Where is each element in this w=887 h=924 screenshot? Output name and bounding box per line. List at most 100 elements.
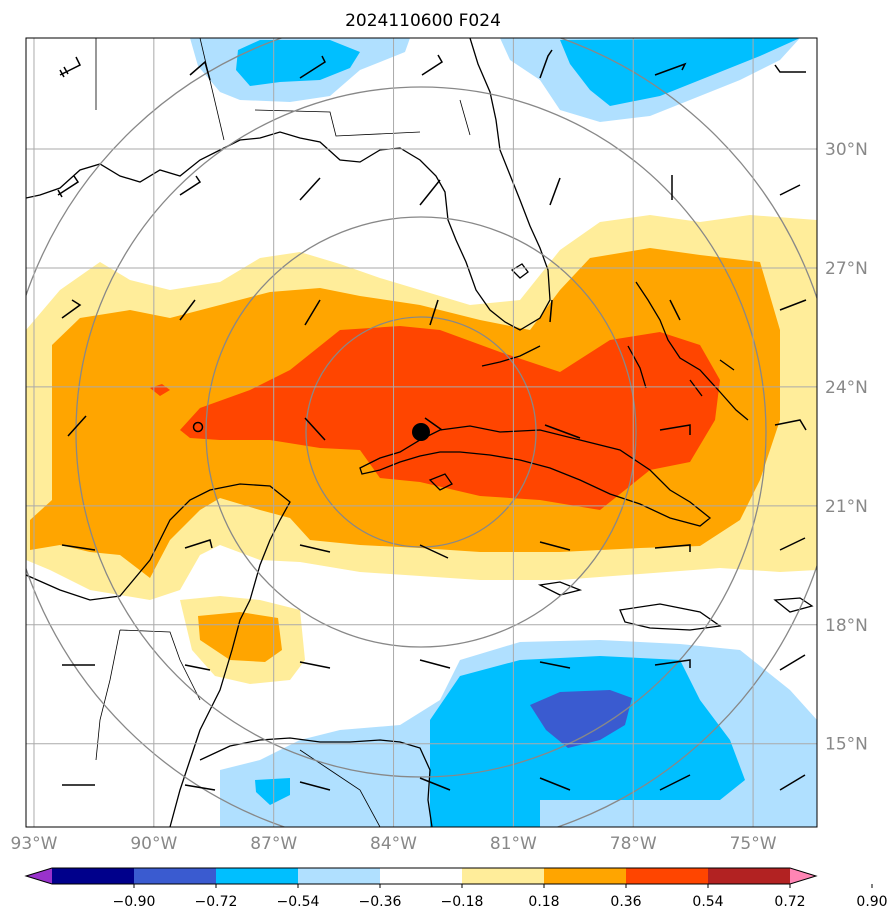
colorbar-segment bbox=[708, 868, 791, 884]
colorbar-outline bbox=[24, 867, 818, 885]
secondary-circle-marker bbox=[192, 421, 204, 433]
lon-tick-label: 81°W bbox=[490, 834, 537, 854]
wind-barb bbox=[304, 417, 326, 441]
colorbar-segment bbox=[462, 868, 545, 884]
lat-tick-label: 18°N bbox=[825, 616, 868, 636]
wind-barb bbox=[549, 177, 561, 206]
lat-tick-label: 15°N bbox=[825, 735, 868, 755]
colorbar-tick-label: 0.18 bbox=[528, 894, 559, 910]
positive-band-0.54 bbox=[180, 326, 720, 510]
negative-band-0.36-northeast bbox=[560, 38, 800, 106]
wind-barb bbox=[179, 299, 196, 321]
wind-barbs bbox=[57, 49, 807, 791]
wind-barb bbox=[659, 774, 691, 791]
colorbar bbox=[24, 867, 873, 888]
latitude-labels: 30°N 27°N 24°N 21°N 18°N 15°N bbox=[825, 140, 868, 755]
colorbar-tick-label: 0.36 bbox=[610, 894, 641, 910]
colorbar-extend-low bbox=[26, 868, 52, 884]
wind-barb bbox=[774, 64, 806, 73]
map-area bbox=[26, 38, 817, 827]
chart-title: 2024110600 F024 bbox=[345, 11, 501, 31]
puerto-rico bbox=[773, 597, 814, 613]
colorbar-segment bbox=[626, 868, 709, 884]
yucatan bbox=[26, 483, 291, 827]
wind-barb bbox=[779, 774, 806, 791]
colorbar-tick-label: 0.72 bbox=[774, 894, 805, 910]
lake-okeechobee bbox=[510, 263, 529, 279]
lon-tick-label: 78°W bbox=[610, 834, 657, 854]
gridlines bbox=[26, 38, 817, 827]
wind-barb bbox=[421, 54, 444, 76]
wind-barb bbox=[424, 417, 443, 431]
us-borders bbox=[95, 38, 471, 141]
wind-barb bbox=[299, 544, 331, 553]
colorbar-segment bbox=[134, 868, 217, 884]
negative-band-0.36-north bbox=[236, 40, 360, 86]
wind-barb bbox=[654, 62, 687, 76]
colorbar-tick-label: −0.18 bbox=[441, 894, 484, 910]
wind-barb bbox=[549, 299, 553, 323]
range-ring-1 bbox=[305, 316, 537, 548]
colorbar-segment bbox=[52, 868, 135, 884]
wind-barb bbox=[184, 539, 213, 549]
wind-barb bbox=[299, 661, 331, 669]
wind-barb bbox=[59, 56, 82, 78]
wind-barb bbox=[419, 179, 441, 206]
colorbar-segment bbox=[544, 868, 627, 884]
wind-barb bbox=[67, 415, 87, 437]
wind-barb bbox=[539, 541, 571, 551]
wind-barb bbox=[659, 424, 691, 435]
shaded-anomaly-fields bbox=[26, 38, 817, 827]
colorbar-labels: −0.90 −0.72 −0.54 −0.36 −0.18 0.18 0.36 … bbox=[113, 894, 887, 910]
range-rings bbox=[26, 38, 817, 827]
wind-barb bbox=[544, 424, 581, 439]
wind-barb bbox=[539, 661, 571, 669]
gulf-coast bbox=[26, 38, 551, 331]
wind-barb bbox=[419, 659, 451, 669]
lat-tick-label: 24°N bbox=[825, 378, 868, 398]
range-ring-2 bbox=[205, 216, 637, 648]
colorbar-tick-label: −0.90 bbox=[113, 894, 156, 910]
lat-tick-label: 30°N bbox=[825, 140, 868, 160]
wind-barb bbox=[539, 49, 553, 79]
wind-barb bbox=[774, 419, 807, 431]
colorbar-tick-label: −0.54 bbox=[277, 894, 320, 910]
wind-barb bbox=[779, 299, 807, 311]
wind-barb bbox=[61, 299, 82, 319]
lon-tick-label: 84°W bbox=[370, 834, 417, 854]
wind-barb bbox=[779, 654, 806, 671]
wind-barb bbox=[179, 175, 202, 196]
lon-tick-label: 87°W bbox=[250, 834, 297, 854]
isle-of-youth bbox=[428, 473, 453, 491]
range-ring-3 bbox=[75, 86, 767, 778]
colorbar-tick-label: −0.36 bbox=[359, 894, 402, 910]
lon-tick-label: 90°W bbox=[130, 834, 177, 854]
jamaica bbox=[537, 581, 583, 596]
wind-barb bbox=[539, 777, 571, 791]
colorbar-tick-label: −0.72 bbox=[195, 894, 238, 910]
wind-barb bbox=[299, 177, 321, 201]
wind-barb bbox=[779, 537, 806, 551]
wind-barb bbox=[654, 544, 691, 552]
wind-barb bbox=[61, 544, 96, 551]
wind-barb bbox=[299, 781, 331, 791]
colorbar-segment bbox=[216, 868, 299, 884]
wind-barb bbox=[419, 544, 449, 559]
wind-barb bbox=[189, 60, 211, 81]
coastlines bbox=[26, 38, 814, 827]
longitude-labels: 93°W 90°W 87°W 84°W 81°W 78°W 75°W bbox=[11, 834, 777, 854]
lon-tick-label: 75°W bbox=[730, 834, 777, 854]
map-frame bbox=[25, 37, 818, 828]
wind-barb bbox=[57, 175, 80, 198]
negative-band-0.36-south-small bbox=[255, 778, 290, 805]
colorbar-segment bbox=[298, 868, 381, 884]
bahamas bbox=[627, 281, 749, 421]
wind-barb bbox=[419, 777, 451, 791]
colorbar-tick-label: 0.90 bbox=[856, 894, 887, 910]
wind-barb bbox=[429, 299, 439, 326]
central-america-south bbox=[199, 737, 433, 827]
lat-tick-label: 21°N bbox=[825, 497, 868, 517]
wind-barb bbox=[184, 784, 216, 791]
colorbar-segment bbox=[380, 868, 463, 884]
